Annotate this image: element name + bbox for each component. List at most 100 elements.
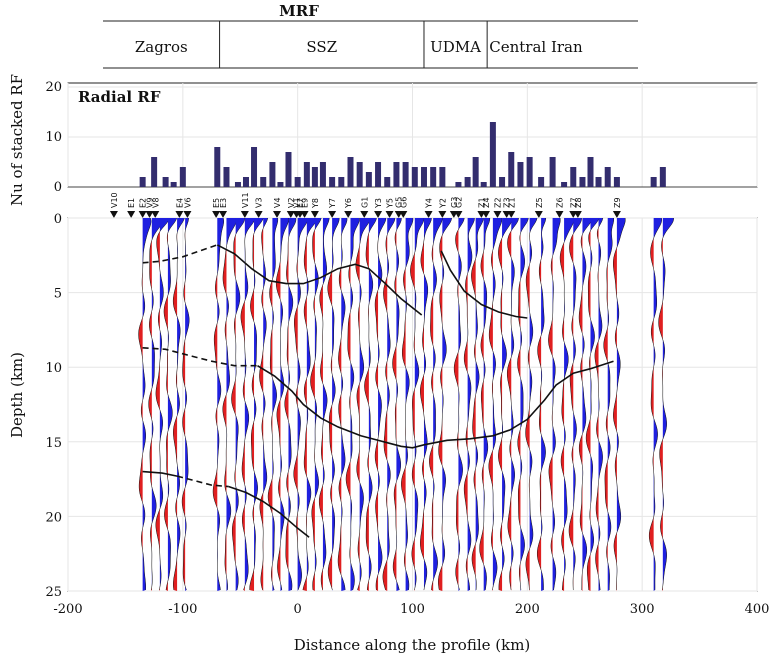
station-triangle xyxy=(254,211,263,218)
bar xyxy=(251,147,258,187)
rf-trace-line xyxy=(172,217,185,591)
rf-trace-negative-fill xyxy=(284,218,289,591)
station-label: Y3 xyxy=(374,198,383,209)
bar xyxy=(338,177,345,187)
rf-x-ticks: -200 -100 0 100 200 300 400 xyxy=(53,602,769,617)
bar xyxy=(384,177,391,187)
rf-trace-line xyxy=(181,217,190,591)
rf-trace-positive-fill xyxy=(442,218,452,591)
bar xyxy=(455,182,462,187)
rf-trace-line xyxy=(364,217,377,591)
rf-trace-negative-fill xyxy=(148,218,152,591)
bar xyxy=(223,167,230,187)
region-header: MRF Zagros SSZ UDMA Central Iran xyxy=(103,2,638,69)
station-triangle xyxy=(399,211,408,218)
station-triangle xyxy=(612,211,621,218)
bar xyxy=(393,162,400,187)
station-label: V10 xyxy=(110,192,119,208)
rf-trace-positive-fill xyxy=(529,218,538,591)
zone-label: SSZ xyxy=(306,38,337,56)
rf-y-tick-label: 0 xyxy=(54,212,62,227)
rf-trace-line xyxy=(302,217,318,591)
rf-trace-negative-fill xyxy=(293,218,298,591)
bar xyxy=(420,167,427,187)
rf-trace-negative-fill xyxy=(259,218,264,591)
rf-trace-positive-fill xyxy=(151,218,164,591)
rf-trace-line xyxy=(525,217,538,591)
rf-trace-line xyxy=(240,217,256,591)
rf-trace-line xyxy=(603,217,615,591)
station-triangle xyxy=(555,211,564,218)
bar xyxy=(526,157,533,187)
station-triangle xyxy=(424,211,433,218)
station-triangle xyxy=(272,211,281,218)
rf-panel: 0 5 10 15 20 25 -200 -100 0 100 200 300 400 Depth (… xyxy=(8,212,769,654)
rf-trace-negative-fill xyxy=(222,218,227,591)
bar xyxy=(561,182,568,187)
station-label: V3 xyxy=(255,197,264,208)
rf-trace-line xyxy=(345,217,360,591)
rf-y-ticks: 0 5 10 15 20 25 xyxy=(45,212,62,600)
interface-line xyxy=(216,244,423,316)
rf-trace-positive-fill xyxy=(483,218,490,591)
rf-trace-negative-fill xyxy=(569,218,574,591)
station-label: Z1 xyxy=(477,197,486,208)
bar xyxy=(365,172,372,187)
rf-trace-negative-fill xyxy=(327,218,333,591)
rf-y-tick-label: 15 xyxy=(45,436,62,451)
rf-trace-positive-fill xyxy=(573,218,582,591)
rf-trace-negative-fill xyxy=(594,218,599,591)
bar xyxy=(489,122,496,187)
bar xyxy=(285,152,292,187)
rf-trace-line xyxy=(401,217,414,591)
station-label: V1 xyxy=(293,197,302,208)
rf-trace-positive-fill xyxy=(341,218,348,591)
rf-trace-line xyxy=(498,217,513,591)
rf-trace-negative-fill xyxy=(375,218,379,591)
rf-trace-line xyxy=(488,217,503,591)
rf-trace-line xyxy=(559,217,575,591)
rf-trace-line xyxy=(318,217,330,591)
station-triangle xyxy=(109,211,118,218)
rf-trace-line xyxy=(222,217,237,591)
station-triangle xyxy=(286,211,295,218)
rf-trace-negative-fill xyxy=(438,218,443,591)
station-label: Z7 xyxy=(569,197,578,208)
bar-panel: Radial RF 0 10 20 Nu of stacked RF xyxy=(8,74,758,206)
rf-trace-negative-fill xyxy=(249,218,255,591)
interface-line xyxy=(142,470,178,477)
station-label: E5 xyxy=(212,198,221,208)
rf-trace-positive-fill xyxy=(167,218,177,591)
bar xyxy=(277,182,284,187)
rf-x-axis-label: Distance along the profile (km) xyxy=(294,636,531,654)
rf-trace-line xyxy=(471,217,484,591)
bar xyxy=(242,177,249,187)
bar xyxy=(375,162,382,187)
bar xyxy=(472,157,479,187)
station-triangle xyxy=(151,211,160,218)
rf-trace-line xyxy=(155,217,170,591)
station-label: G3 xyxy=(450,197,459,208)
bar xyxy=(439,167,446,187)
bar xyxy=(179,167,186,187)
rf-trace-negative-fill xyxy=(231,218,236,591)
zone-label: Zagros xyxy=(135,38,188,56)
station-triangle xyxy=(374,211,383,218)
rf-trace-negative-fill xyxy=(579,218,583,591)
rf-trace-line xyxy=(410,217,425,591)
rf-trace-line xyxy=(327,217,340,591)
rf-trace-positive-fill xyxy=(502,218,513,591)
station-label: Z1 xyxy=(507,197,516,208)
bar xyxy=(430,167,437,187)
rf-trace-line xyxy=(548,217,561,591)
rf-trace-negative-fill xyxy=(163,218,168,591)
rf-y-tick-label: 10 xyxy=(45,361,62,376)
bar xyxy=(499,177,506,187)
station-label: Y6 xyxy=(344,198,353,209)
rf-trace-positive-fill xyxy=(511,218,519,591)
interface-line xyxy=(228,485,310,538)
rf-trace-line xyxy=(506,217,519,591)
bar xyxy=(311,167,318,187)
interface-line xyxy=(142,244,218,264)
